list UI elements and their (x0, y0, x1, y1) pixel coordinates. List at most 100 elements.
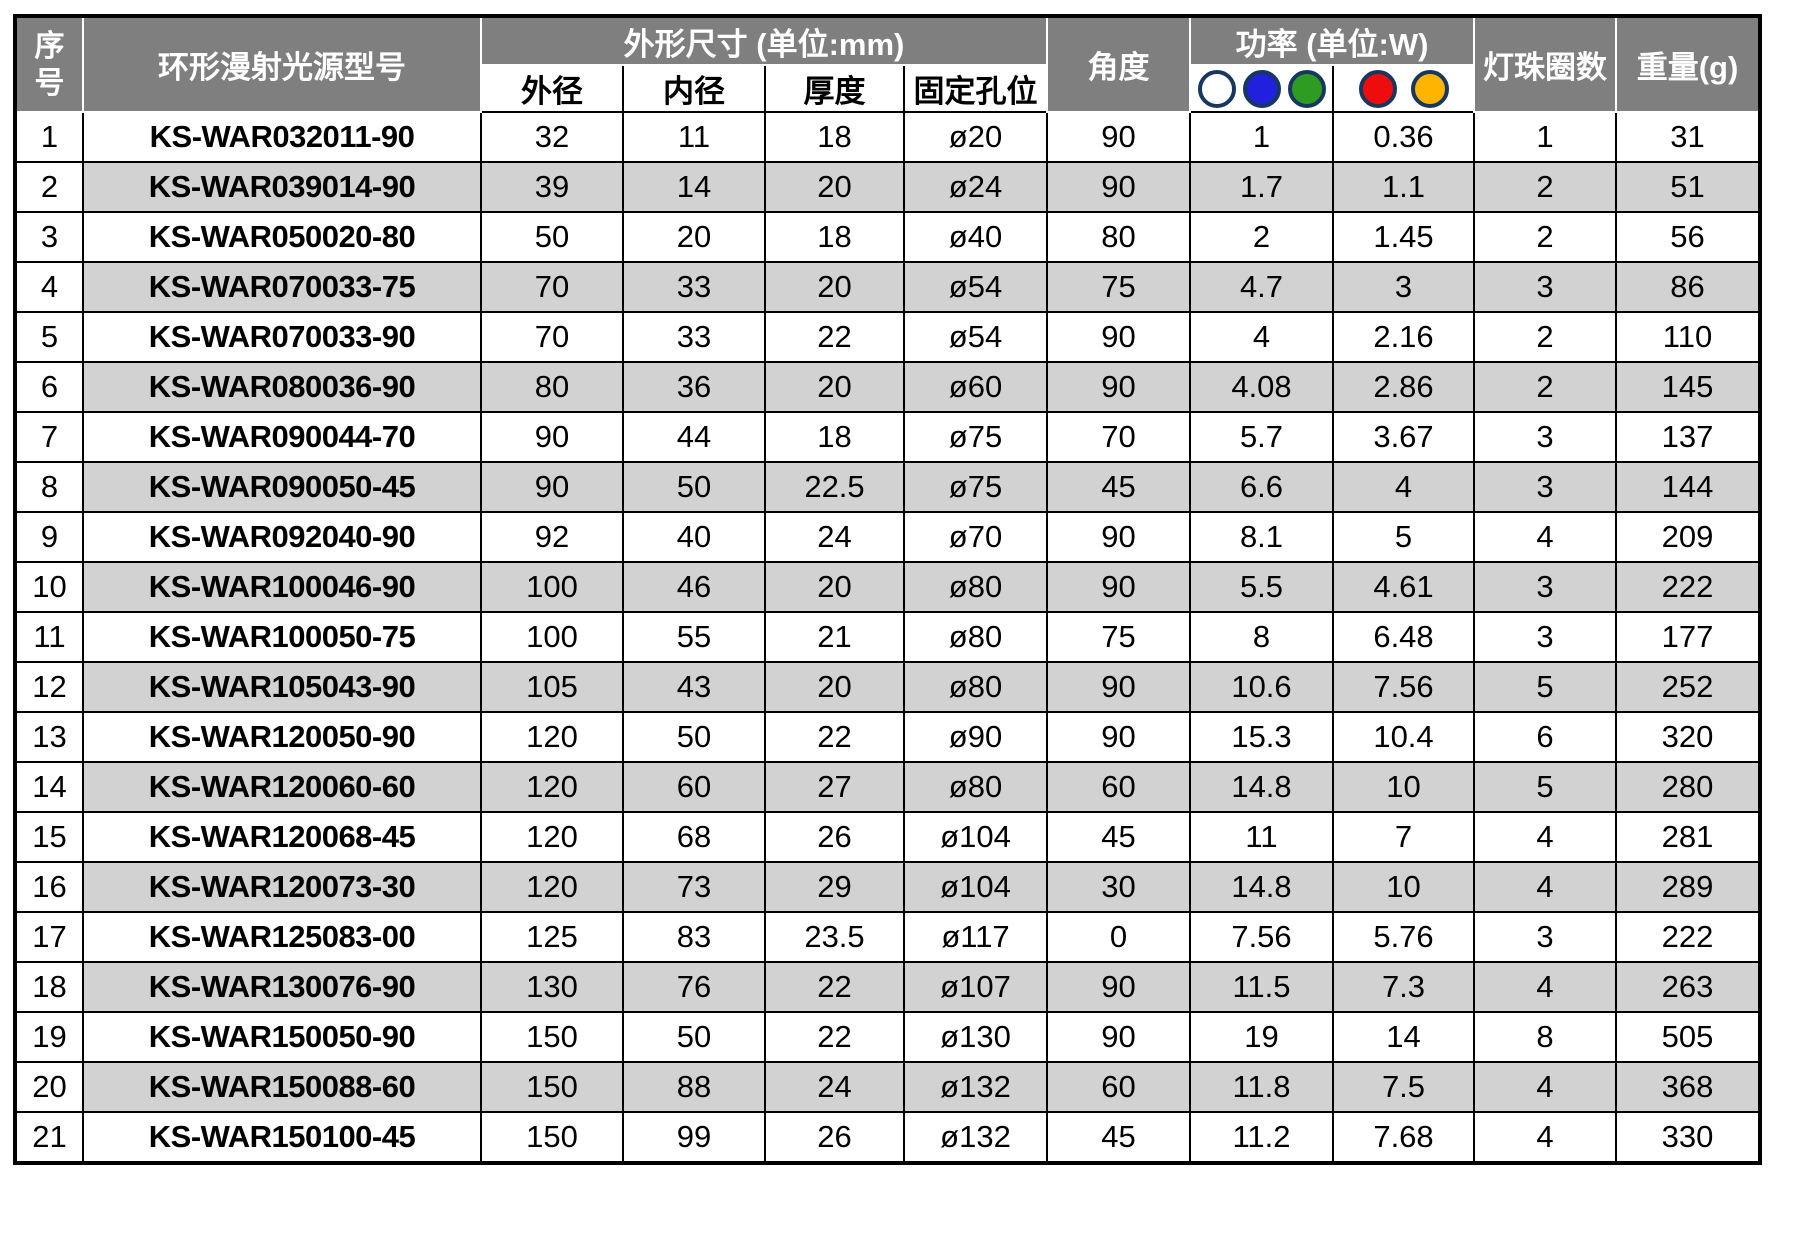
cell-weight: 137 (1615, 411, 1761, 463)
cell-power-red-yellow: 7.3 (1332, 961, 1475, 1013)
cell-inner-diameter: 36 (622, 361, 766, 413)
cell-model: KS-WAR050020-80 (82, 211, 482, 263)
header-model: 环形漫射光源型号 (82, 15, 482, 113)
cell-mounting-hole: ø80 (903, 661, 1048, 713)
cell-outer-diameter: 150 (480, 1061, 624, 1113)
cell-led-rings: 6 (1473, 711, 1617, 763)
cell-power-white-blue-green: 7.56 (1189, 911, 1334, 963)
cell-weight: 56 (1615, 211, 1761, 263)
header-weight: 重量(g) (1615, 15, 1761, 113)
cell-thickness: 18 (764, 211, 905, 263)
cell-power-red-yellow: 3 (1332, 261, 1475, 313)
cell-led-rings: 4 (1473, 1061, 1617, 1113)
cell-weight: 145 (1615, 361, 1761, 413)
header-power-group: 功率 (单位:W) (1189, 15, 1475, 66)
cell-thickness: 21 (764, 611, 905, 663)
cell-angle: 90 (1046, 1011, 1191, 1063)
cell-outer-diameter: 70 (480, 311, 624, 363)
cell-inner-diameter: 68 (622, 811, 766, 863)
power-color-icons-ry (1335, 69, 1472, 108)
cell-angle: 90 (1046, 961, 1191, 1013)
cell-angle: 90 (1046, 111, 1191, 163)
cell-index: 18 (14, 961, 84, 1013)
cell-led-rings: 2 (1473, 361, 1617, 413)
cell-weight: 281 (1615, 811, 1761, 863)
cell-inner-diameter: 55 (622, 611, 766, 663)
cell-thickness: 20 (764, 161, 905, 213)
cell-index: 17 (14, 911, 84, 963)
cell-weight: 368 (1615, 1061, 1761, 1113)
cell-thickness: 26 (764, 1111, 905, 1164)
cell-index: 4 (14, 261, 84, 313)
cell-led-rings: 4 (1473, 861, 1617, 913)
cell-power-white-blue-green: 8.1 (1189, 511, 1334, 563)
table-row: 18 KS-WAR130076-90 130 76 22 ø107 90 11.… (14, 961, 1761, 1013)
cell-thickness: 26 (764, 811, 905, 863)
cell-index: 20 (14, 1061, 84, 1113)
cell-power-white-blue-green: 4.7 (1189, 261, 1334, 313)
cell-power-red-yellow: 5.76 (1332, 911, 1475, 963)
cell-mounting-hole: ø132 (903, 1061, 1048, 1113)
cell-outer-diameter: 120 (480, 861, 624, 913)
cell-angle: 60 (1046, 761, 1191, 813)
cell-power-red-yellow: 5 (1332, 511, 1475, 563)
cell-weight: 144 (1615, 461, 1761, 513)
header-outer-diameter: 外径 (480, 64, 624, 113)
cell-model: KS-WAR092040-90 (82, 511, 482, 563)
cell-led-rings: 4 (1473, 511, 1617, 563)
cell-outer-diameter: 125 (480, 911, 624, 963)
cell-inner-diameter: 40 (622, 511, 766, 563)
cell-led-rings: 4 (1473, 811, 1617, 863)
cell-model: KS-WAR090050-45 (82, 461, 482, 513)
cell-thickness: 24 (764, 511, 905, 563)
cell-power-red-yellow: 10 (1332, 761, 1475, 813)
cell-mounting-hole: ø54 (903, 311, 1048, 363)
cell-outer-diameter: 39 (480, 161, 624, 213)
cell-angle: 90 (1046, 711, 1191, 763)
cell-mounting-hole: ø130 (903, 1011, 1048, 1063)
cell-outer-diameter: 130 (480, 961, 624, 1013)
cell-power-white-blue-green: 19 (1189, 1011, 1334, 1063)
table-row: 11 KS-WAR100050-75 100 55 21 ø80 75 8 6.… (14, 611, 1761, 663)
cell-power-white-blue-green: 6.6 (1189, 461, 1334, 513)
table-row: 14 KS-WAR120060-60 120 60 27 ø80 60 14.8… (14, 761, 1761, 813)
cell-outer-diameter: 150 (480, 1011, 624, 1063)
table-row: 17 KS-WAR125083-00 125 83 23.5 ø117 0 7.… (14, 911, 1761, 963)
cell-weight: 86 (1615, 261, 1761, 313)
cell-index: 19 (14, 1011, 84, 1063)
cell-power-red-yellow: 10 (1332, 861, 1475, 913)
cell-angle: 45 (1046, 811, 1191, 863)
header-led-rings: 灯珠圈数 (1473, 15, 1617, 113)
cell-weight: 330 (1615, 1111, 1761, 1164)
cell-power-red-yellow: 7 (1332, 811, 1475, 863)
cell-power-red-yellow: 7.68 (1332, 1111, 1475, 1164)
cell-model: KS-WAR039014-90 (82, 161, 482, 213)
cell-inner-diameter: 99 (622, 1111, 766, 1164)
cell-power-white-blue-green: 8 (1189, 611, 1334, 663)
cell-thickness: 20 (764, 361, 905, 413)
cell-mounting-hole: ø75 (903, 461, 1048, 513)
cell-power-white-blue-green: 15.3 (1189, 711, 1334, 763)
cell-model: KS-WAR120068-45 (82, 811, 482, 863)
table-row: 5 KS-WAR070033-90 70 33 22 ø54 90 4 2.16… (14, 311, 1761, 363)
cell-index: 9 (14, 511, 84, 563)
table-row: 3 KS-WAR050020-80 50 20 18 ø40 80 2 1.45… (14, 211, 1761, 263)
cell-power-red-yellow: 10.4 (1332, 711, 1475, 763)
cell-weight: 209 (1615, 511, 1761, 563)
cell-model: KS-WAR032011-90 (82, 111, 482, 163)
cell-inner-diameter: 43 (622, 661, 766, 713)
cell-model: KS-WAR120060-60 (82, 761, 482, 813)
cell-mounting-hole: ø60 (903, 361, 1048, 413)
table-row: 21 KS-WAR150100-45 150 99 26 ø132 45 11.… (14, 1111, 1761, 1164)
cell-angle: 90 (1046, 161, 1191, 213)
table-row: 8 KS-WAR090050-45 90 50 22.5 ø75 45 6.6 … (14, 461, 1761, 513)
table-row: 12 KS-WAR105043-90 105 43 20 ø80 90 10.6… (14, 661, 1761, 713)
cell-led-rings: 4 (1473, 961, 1617, 1013)
cell-index: 1 (14, 111, 84, 163)
header-angle: 角度 (1046, 15, 1191, 113)
cell-led-rings: 4 (1473, 1111, 1617, 1164)
cell-index: 5 (14, 311, 84, 363)
cell-power-white-blue-green: 11 (1189, 811, 1334, 863)
cell-thickness: 18 (764, 411, 905, 463)
cell-index: 11 (14, 611, 84, 663)
